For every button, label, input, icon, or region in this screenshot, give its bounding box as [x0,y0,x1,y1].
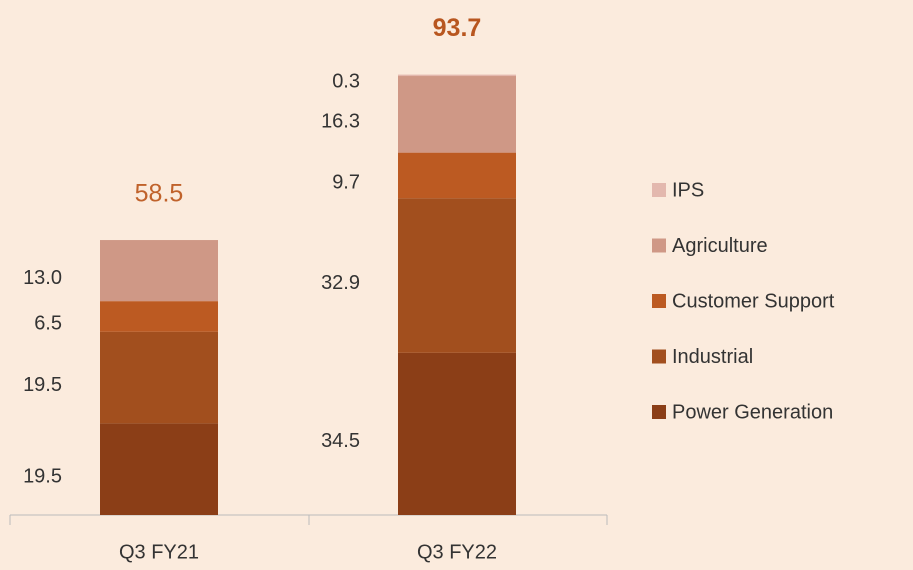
legend-swatch [652,349,666,364]
data-label: 9.7 [332,172,360,194]
data-label: 19.5 [23,374,62,396]
legend-swatch [652,238,666,253]
legend-swatch [652,183,666,197]
data-label: 0.3 [332,71,360,93]
bar-segment [100,240,218,302]
legend-label: Industrial [672,346,753,368]
data-label: 34.5 [321,430,360,452]
data-label: 32.9 [321,272,360,294]
bar-segment [100,331,218,424]
bar-segment [398,74,516,77]
bar-segment [398,198,516,353]
legend-label: Customer Support [672,290,835,312]
legend-swatch [652,294,666,308]
data-label: 16.3 [321,111,360,133]
legend-label: Agriculture [672,235,768,257]
legend-label: IPS [672,179,704,201]
bar-segment [398,352,516,515]
x-tick-label: Q3 FY22 [417,541,497,563]
x-tick-label: Q3 FY21 [119,541,199,563]
data-label: 13.0 [23,267,62,289]
bar-segment [100,301,218,332]
total-label: 93.7 [433,14,482,42]
bar-segment [100,423,218,515]
legend-label: Power Generation [672,401,833,423]
legend-swatch [652,405,666,419]
data-label: 6.5 [34,313,62,335]
total-label: 58.5 [135,180,184,208]
bar-segment [398,76,516,153]
bar-segment [398,152,516,199]
data-label: 19.5 [23,465,62,487]
